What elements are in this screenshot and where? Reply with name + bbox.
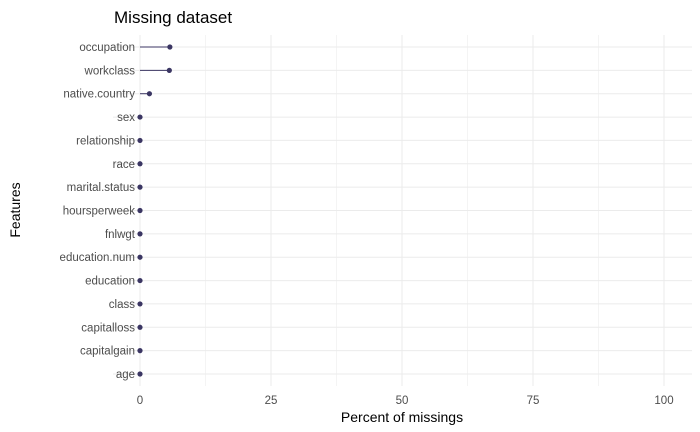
- lollipop-point: [137, 184, 143, 190]
- lollipop-point: [167, 44, 173, 50]
- y-axis-tick-labels: occupation workclass native.country sex rela…: [60, 42, 136, 381]
- lollipop-point: [137, 231, 143, 237]
- y-tick-label: age: [116, 369, 135, 381]
- lollipop-point: [137, 114, 143, 120]
- lollipop-point: [137, 324, 143, 330]
- x-axis-tick-labels: 0 25 50 75 100: [137, 395, 674, 407]
- lollipop-point: [137, 277, 143, 284]
- y-tick-label: relationship: [76, 135, 135, 147]
- y-tick-label: fnlwgt: [105, 229, 136, 241]
- y-tick-label: sex: [117, 112, 135, 124]
- lollipop-point: [137, 137, 143, 144]
- y-tick-label: capitalgain: [80, 346, 135, 358]
- y-tick-label: race: [113, 159, 135, 171]
- lollipop-point: [137, 254, 143, 260]
- y-tick-label: native.country: [63, 89, 135, 101]
- lollipop-point: [137, 371, 143, 377]
- y-tick-label: marital.status: [67, 182, 136, 194]
- y-tick-label: hoursperweek: [63, 206, 135, 218]
- lollipop-point: [146, 91, 153, 97]
- x-tick-label: 100: [654, 395, 673, 407]
- x-tick-label: 50: [396, 395, 409, 407]
- lollipop-point: [137, 348, 143, 354]
- y-axis-title: Features: [7, 182, 23, 237]
- chart-title: Missing dataset: [114, 8, 232, 27]
- grid: [113, 35, 692, 386]
- y-tick-label: education.num: [60, 252, 135, 264]
- y-tick-label: occupation: [79, 42, 135, 54]
- lollipop-point: [137, 161, 143, 167]
- y-tick-label: education: [85, 276, 135, 288]
- y-tick-label: workclass: [84, 65, 136, 77]
- y-tick-label: capitalloss: [81, 322, 135, 334]
- x-tick-label: 75: [527, 395, 540, 407]
- lollipop-point: [137, 301, 143, 307]
- x-tick-label: 25: [265, 395, 278, 407]
- lollipop-point: [137, 207, 143, 214]
- lollipop-marks: [137, 44, 173, 377]
- x-axis-title: Percent of missings: [341, 409, 463, 425]
- x-tick-label: 0: [137, 395, 143, 407]
- lollipop-point: [166, 67, 172, 73]
- y-tick-label: class: [109, 299, 135, 311]
